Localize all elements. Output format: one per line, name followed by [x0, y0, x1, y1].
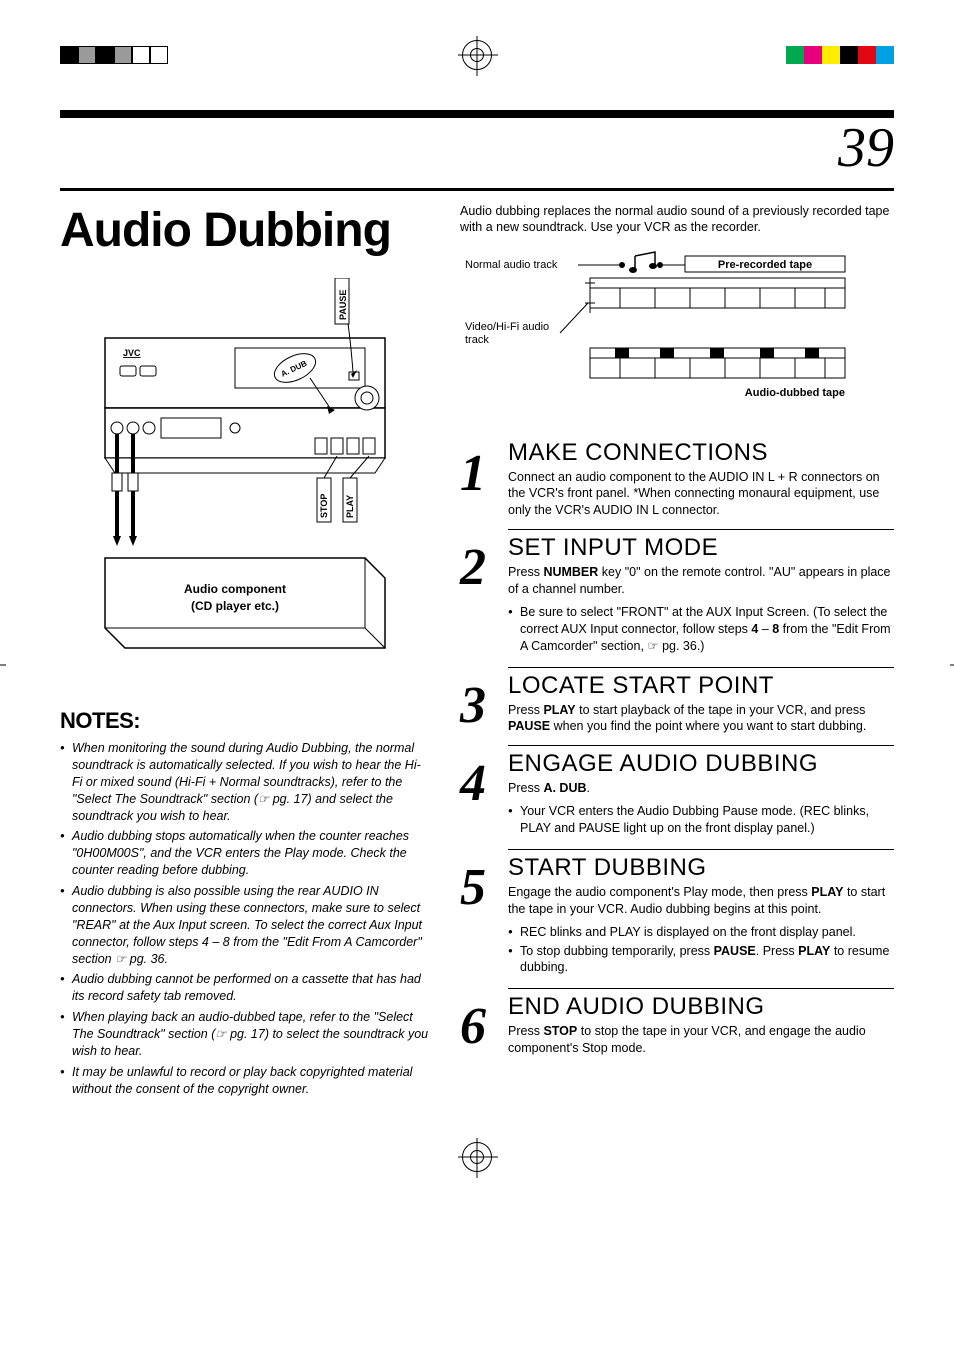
- step-title: END AUDIO DUBBING: [508, 993, 894, 1021]
- device-svg: JVC: [95, 278, 395, 678]
- step-number: 6: [460, 1004, 496, 1057]
- step-number: 3: [460, 683, 496, 736]
- svg-text:Normal audio track: Normal audio track: [465, 259, 558, 271]
- step: 1 MAKE CONNECTIONS Connect an audio comp…: [460, 435, 894, 520]
- note-item: It may be unlawful to record or play bac…: [60, 1064, 430, 1098]
- step-title: LOCATE START POINT: [508, 672, 894, 700]
- note-item: Audio dubbing cannot be performed on a c…: [60, 971, 430, 1005]
- crosshair-icon: [462, 1142, 492, 1172]
- svg-text:track: track: [465, 334, 489, 346]
- step-text: Engage the audio component's Play mode, …: [508, 884, 894, 918]
- step-text: Press A. DUB.: [508, 780, 894, 797]
- note-item: When playing back an audio-dubbed tape, …: [60, 1009, 430, 1060]
- bullet-item: Be sure to select "FRONT" at the AUX Inp…: [508, 604, 894, 655]
- page-number: 39: [60, 116, 894, 180]
- step-bullets: Be sure to select "FRONT" at the AUX Inp…: [508, 604, 894, 655]
- right-color-marks: [786, 46, 894, 64]
- note-item: When monitoring the sound during Audio D…: [60, 740, 430, 824]
- step: 3 LOCATE START POINT Press PLAY to start…: [460, 667, 894, 736]
- page: 39 Audio Dubbing JVC: [0, 0, 954, 1162]
- step-text: Press PLAY to start playback of the tape…: [508, 702, 894, 736]
- thin-divider: [60, 188, 894, 191]
- registration-marks: [60, 40, 894, 70]
- step: 6 END AUDIO DUBBING Press STOP to stop t…: [460, 988, 894, 1057]
- step-title: SET INPUT MODE: [508, 534, 894, 562]
- tape-diagram: Normal audio track Pre-recorded tape: [460, 248, 894, 411]
- svg-text:(CD player etc.): (CD player etc.): [191, 599, 279, 613]
- step: 4 ENGAGE AUDIO DUBBING Press A. DUB. You…: [460, 745, 894, 839]
- bullet-item: REC blinks and PLAY is displayed on the …: [508, 924, 894, 941]
- step-title: MAKE CONNECTIONS: [508, 439, 894, 467]
- notes-list: When monitoring the sound during Audio D…: [60, 740, 430, 1098]
- svg-text:Video/Hi-Fi audio: Video/Hi-Fi audio: [465, 321, 549, 333]
- main-title: Audio Dubbing: [60, 203, 430, 258]
- step-number: 4: [460, 761, 496, 839]
- step-bullets: REC blinks and PLAY is displayed on the …: [508, 924, 894, 977]
- svg-text:PLAY: PLAY: [345, 495, 355, 518]
- svg-text:JVC: JVC: [123, 348, 141, 358]
- step-text: Connect an audio component to the AUDIO …: [508, 469, 894, 520]
- step-number: 1: [460, 451, 496, 520]
- right-column: Audio dubbing replaces the normal audio …: [460, 203, 894, 1102]
- left-column: Audio Dubbing JVC: [60, 203, 430, 1102]
- svg-text:STOP: STOP: [319, 494, 329, 518]
- svg-text:Pre-recorded tape: Pre-recorded tape: [718, 259, 812, 271]
- device-illustration: JVC: [90, 278, 400, 678]
- svg-text:PAUSE: PAUSE: [338, 290, 348, 320]
- step-title: ENGAGE AUDIO DUBBING: [508, 750, 894, 778]
- step-text: Press STOP to stop the tape in your VCR,…: [508, 1023, 894, 1057]
- step-number: 2: [460, 545, 496, 656]
- bullet-item: Your VCR enters the Audio Dubbing Pause …: [508, 803, 894, 837]
- intro-text: Audio dubbing replaces the normal audio …: [460, 203, 894, 236]
- step-title: START DUBBING: [508, 854, 894, 882]
- bullet-item: To stop dubbing temporarily, press PAUSE…: [508, 943, 894, 977]
- note-item: Audio dubbing stops automatically when t…: [60, 828, 430, 879]
- notes-heading: NOTES:: [60, 708, 430, 734]
- step-text: Press NUMBER key "0" on the remote contr…: [508, 564, 894, 598]
- svg-text:Audio-dubbed tape: Audio-dubbed tape: [745, 387, 845, 399]
- step: 5 START DUBBING Engage the audio compone…: [460, 849, 894, 978]
- step-number: 5: [460, 865, 496, 978]
- content-columns: Audio Dubbing JVC: [60, 203, 894, 1102]
- svg-text:Audio component: Audio component: [184, 582, 286, 596]
- step-bullets: Your VCR enters the Audio Dubbing Pause …: [508, 803, 894, 837]
- note-item: Audio dubbing is also possible using the…: [60, 883, 430, 967]
- step: 2 SET INPUT MODE Press NUMBER key "0" on…: [460, 529, 894, 656]
- crosshair-icon: [462, 40, 492, 70]
- tape-svg: Normal audio track Pre-recorded tape: [460, 248, 850, 408]
- left-color-marks: [60, 46, 168, 64]
